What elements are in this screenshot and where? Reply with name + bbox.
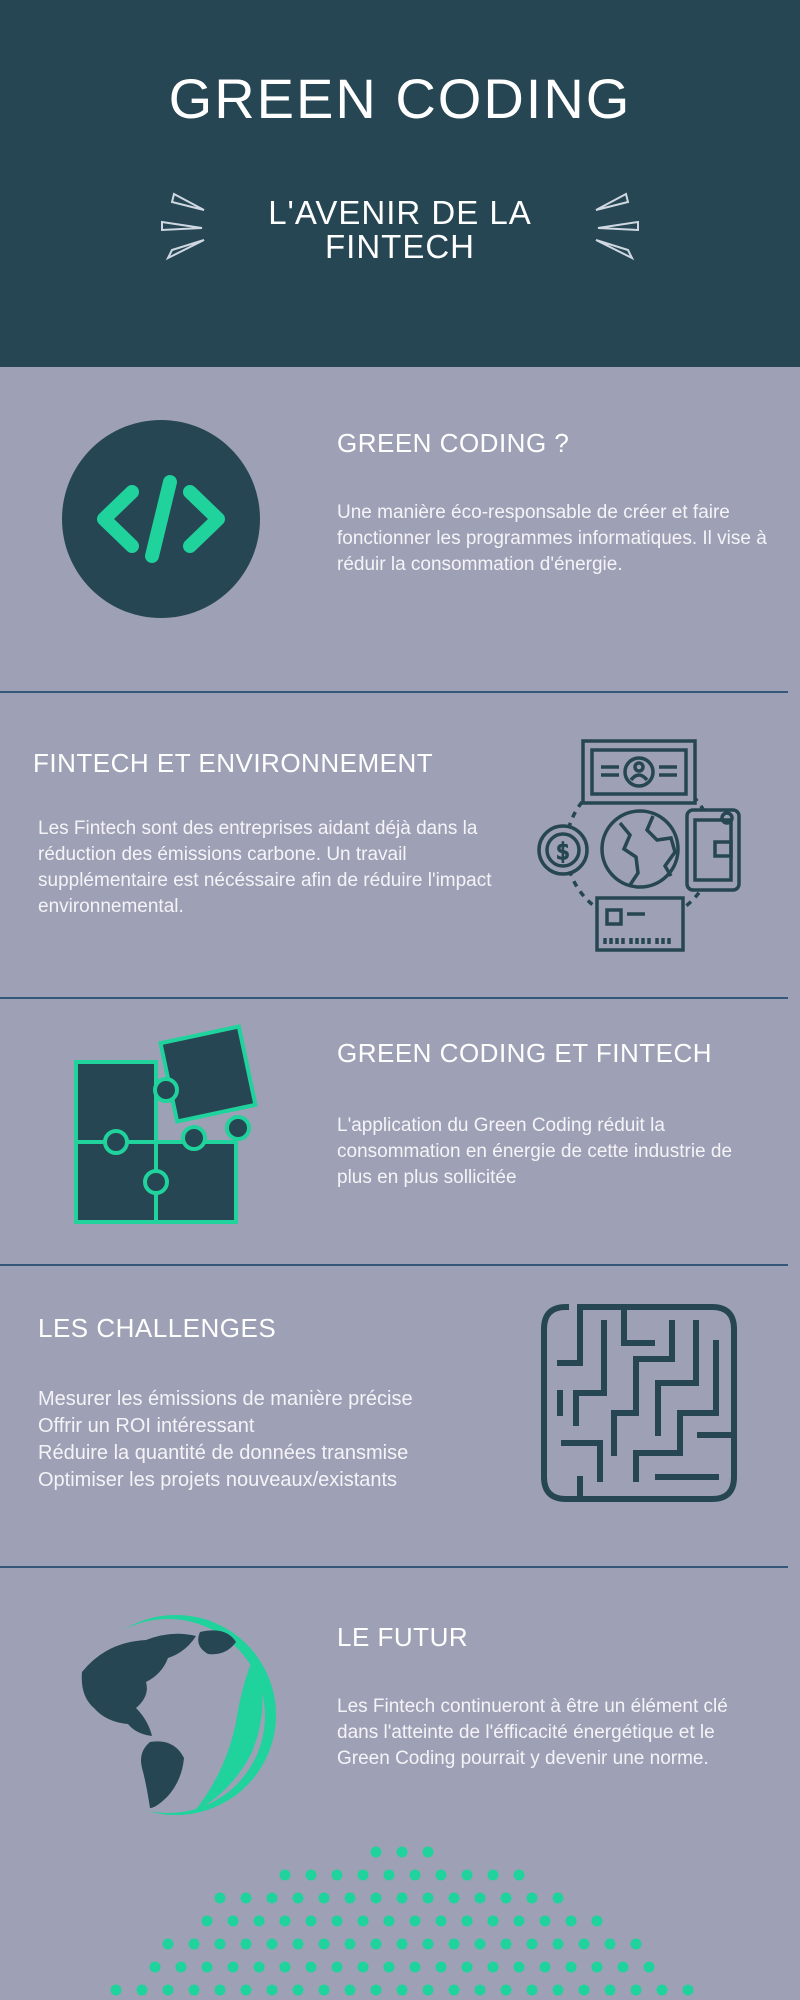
section-2-text: Les Fintech sont des entreprises aidant …: [38, 818, 492, 917]
section-1-heading: GREEN CODING ?: [337, 428, 570, 458]
section-5-heading: LE FUTUR: [337, 1622, 469, 1652]
divider: [0, 691, 788, 693]
decorative-dot-pattern: [110, 1846, 694, 1996]
svg-text:$: $: [556, 840, 570, 865]
section-4-heading: LES CHALLENGES: [38, 1313, 277, 1343]
subtitle-line-2: FINTECH: [325, 228, 475, 265]
challenges-list: Mesurer les émissions de manière précise…: [38, 1386, 498, 1494]
challenge-item: Réduire la quantité de données transmise: [38, 1442, 409, 1464]
section-3-text: L'application du Green Coding réduit la …: [337, 1115, 733, 1188]
header-banner: GREEN CODING L'AVENIR DE LA FINTECH: [0, 0, 800, 367]
subtitle-line-1: L'AVENIR DE LA: [268, 194, 532, 231]
globe-leaf-icon: [76, 1615, 276, 1815]
divider: [0, 997, 788, 999]
maze-icon: [541, 1303, 737, 1502]
section-2-heading: FINTECH ET ENVIRONNEMENT: [33, 748, 434, 778]
divider: [0, 1264, 788, 1266]
puzzle-icon: [74, 1024, 258, 1224]
left-burst-icon: [161, 192, 205, 261]
finance-globe-icon: $: [537, 739, 741, 952]
page-subtitle: L'AVENIR DE LA FINTECH: [250, 196, 550, 264]
challenge-item: Optimiser les projets nouveaux/existants: [38, 1469, 398, 1491]
right-burst-icon: [595, 192, 639, 261]
section-5-text: Les Fintech continueront à être un éléme…: [337, 1696, 728, 1769]
section-3-heading: GREEN CODING ET FINTECH: [337, 1038, 713, 1068]
challenge-item: Mesurer les émissions de manière précise: [38, 1388, 413, 1410]
page-title: GREEN CODING: [168, 67, 632, 130]
code-icon: [62, 420, 260, 618]
divider: [0, 1566, 788, 1568]
challenge-item: Offrir un ROI intéressant: [38, 1415, 255, 1437]
section-1-text: Une manière éco-responsable de créer et …: [337, 502, 767, 575]
